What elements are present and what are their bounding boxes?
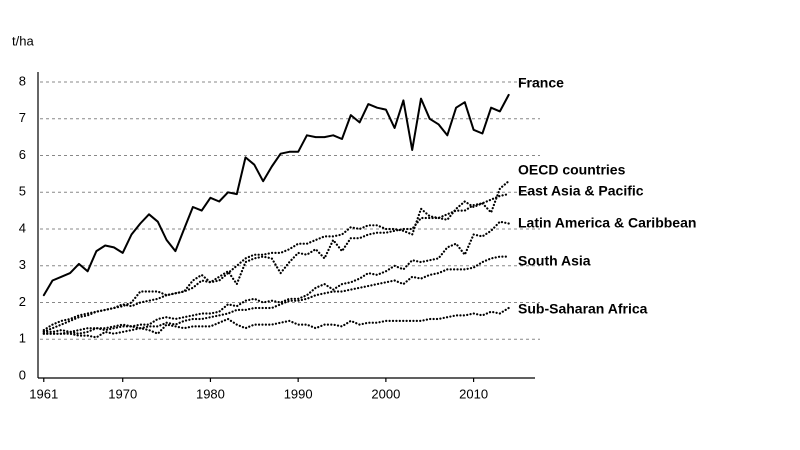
series-line — [42, 93, 510, 297]
y-tick-label: 2 — [19, 294, 26, 309]
x-tick-label: 1970 — [108, 386, 137, 401]
y-tick-label: 7 — [19, 110, 26, 125]
x-tick-label: 1961 — [29, 386, 58, 401]
series-line — [42, 180, 510, 332]
series-label: Latin America & Caribbean — [518, 215, 696, 231]
y-tick-label: 8 — [19, 73, 26, 88]
x-tick-label: 2000 — [371, 386, 400, 401]
series-line — [42, 193, 510, 333]
series-line — [42, 220, 510, 333]
series-label: Sub-Saharan Africa — [518, 301, 648, 317]
series-label: OECD countries — [518, 162, 626, 178]
series-label: South Asia — [518, 253, 591, 269]
y-tick-label: 3 — [19, 257, 26, 272]
x-tick-label: 1990 — [284, 386, 313, 401]
y-tick-label: 4 — [19, 220, 26, 235]
series-line — [42, 306, 510, 339]
x-tick-label: 1980 — [196, 386, 225, 401]
y-axis-label: t/ha — [12, 33, 34, 48]
y-tick-label: 0 — [19, 367, 26, 382]
x-tick-label: 2010 — [459, 386, 488, 401]
y-tick-label: 5 — [19, 184, 26, 199]
series-line — [42, 255, 510, 335]
y-tick-label: 6 — [19, 147, 26, 162]
series-label: East Asia & Pacific — [518, 183, 644, 199]
y-tick-label: 1 — [19, 331, 26, 346]
series-label: France — [518, 75, 564, 91]
